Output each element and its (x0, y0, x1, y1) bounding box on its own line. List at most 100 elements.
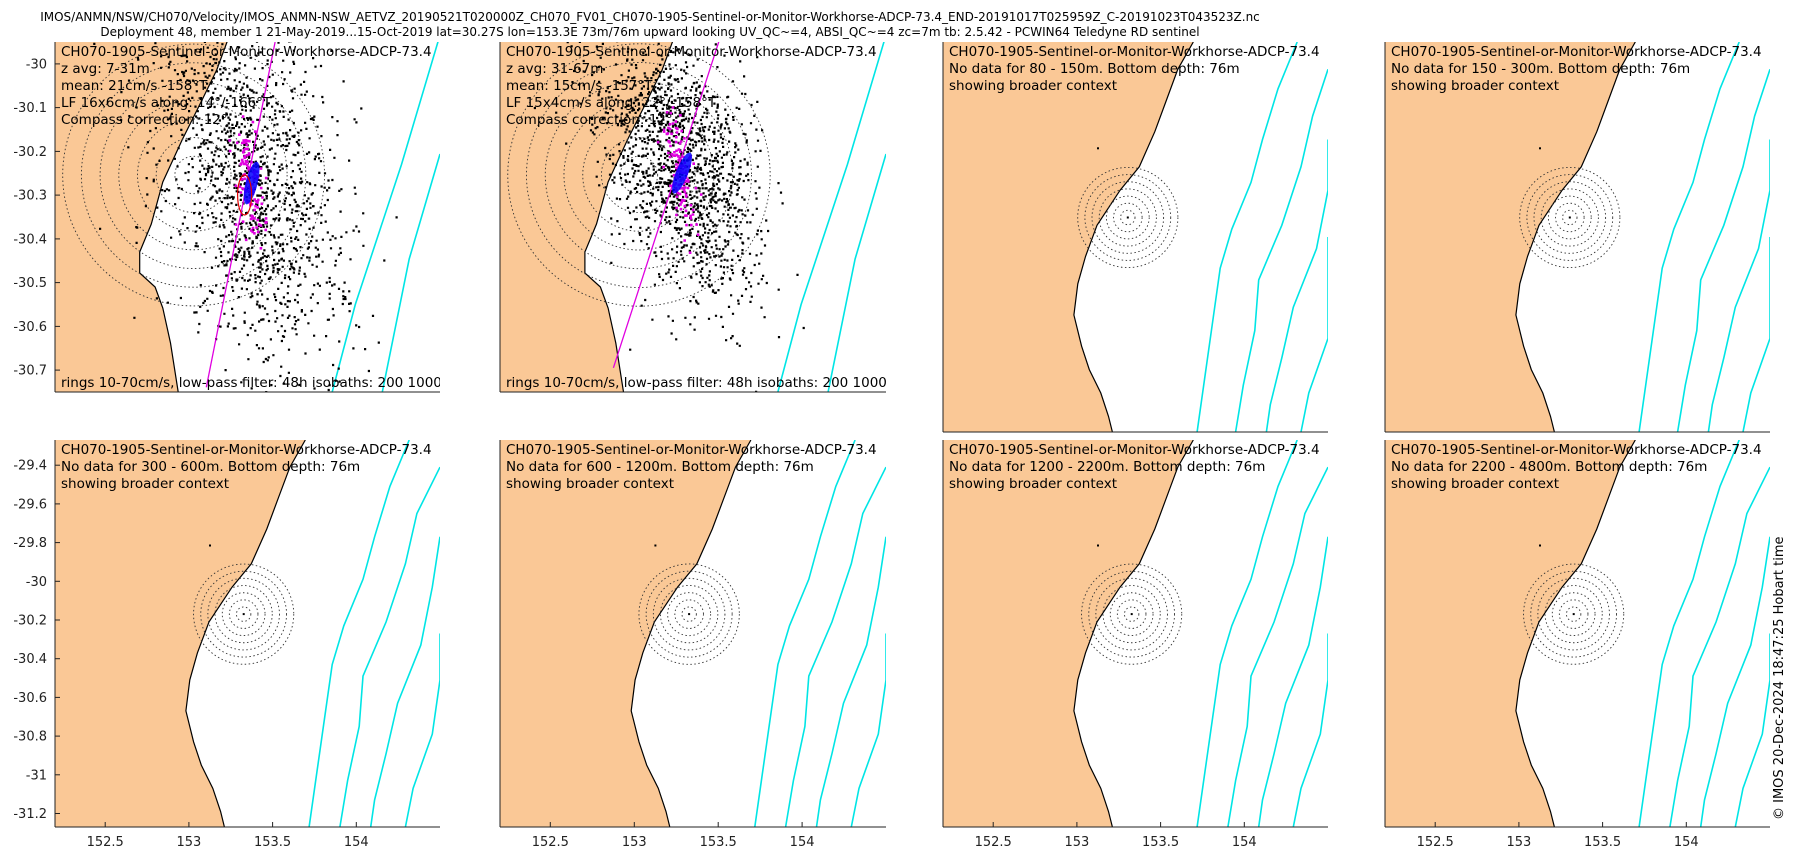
ring-2 (1113, 202, 1143, 233)
island-marker (1539, 544, 1541, 547)
lowpass-points (228, 115, 268, 250)
ring-3 (582, 118, 696, 232)
panel-4: CH070-1905-Sentinel-or-Monitor-Workhorse… (1384, 42, 1770, 433)
land-area (55, 440, 306, 827)
ring-7 (62, 43, 325, 307)
isobath-line-4 (1734, 633, 1770, 827)
ring-1 (1562, 209, 1578, 226)
panel-text-line-2: No data for 300 - 600m. Bottom depth: 76… (61, 459, 360, 475)
coastline (185, 440, 306, 827)
panel-text-line-5: Compass correction: 12° (61, 112, 228, 128)
panel-3: CH070-1905-Sentinel-or-Monitor-Workhorse… (942, 42, 1328, 433)
panel-text-line-3: showing broader context (506, 476, 674, 492)
coastline (1073, 440, 1194, 827)
coastline (1515, 42, 1636, 432)
y-tick-label: -30 (26, 575, 47, 590)
panel-1: CH070-1905-Sentinel-or-Monitor-Workhorse… (13, 42, 440, 393)
land-area (55, 42, 228, 392)
ring-1 (174, 155, 213, 195)
coastline (584, 42, 674, 392)
x-tick-label: 153 (622, 835, 647, 850)
panel-text-line-1: CH070-1905-Sentinel-or-Monitor-Workhorse… (1391, 44, 1762, 60)
ring-1 (1124, 606, 1140, 622)
ring-2 (1558, 599, 1589, 629)
coastline (1073, 42, 1194, 432)
ring-3 (667, 592, 712, 637)
x-tick-label: 154 (790, 835, 815, 850)
isobath-line-1 (331, 42, 439, 392)
panel-text-line-4: LF 16x6cm/s along: 14°/-166°T (61, 95, 272, 111)
y-tick-label: -31.2 (13, 807, 47, 822)
land-area (500, 440, 751, 827)
isobath-line-3 (369, 536, 440, 827)
ring-1 (619, 155, 659, 195)
isobath-line-2 (1227, 466, 1328, 827)
isobath-line-2 (339, 466, 440, 827)
y-tick-label: -30.3 (13, 189, 47, 204)
y-tick-label: -30.2 (13, 145, 47, 160)
ring-3 (1547, 195, 1592, 240)
coastline (139, 42, 228, 392)
panel-text-line-3: showing broader context (61, 476, 229, 492)
panel-text-line-2: z avg: 31-67m (506, 61, 603, 77)
ring-7 (193, 563, 295, 665)
ring-6 (1084, 174, 1172, 261)
panel-5: CH070-1905-Sentinel-or-Monitor-Workhorse… (13, 440, 440, 850)
ring-5 (652, 577, 726, 651)
x-tick-label: 154 (1674, 835, 1699, 850)
isobath-line-2 (784, 466, 886, 827)
panel-text-line-1: CH070-1905-Sentinel-or-Monitor-Workhorse… (949, 44, 1320, 60)
isobath-line-2 (827, 153, 886, 392)
x-tick-label: 153.5 (700, 835, 737, 850)
y-tick-label: -30.6 (13, 691, 47, 706)
panel-text-line-5: Compass correction: 12° (506, 112, 673, 128)
x-tick-label: 154 (1232, 835, 1257, 850)
figure-header-filename: IMOS/ANMN/NSW/CH070/Velocity/IMOS_ANMN-N… (40, 10, 1260, 24)
x-tick-label: 153.5 (254, 835, 291, 850)
ring-4 (1544, 585, 1603, 644)
ring-5 (1537, 577, 1610, 651)
isobath-line-4 (850, 633, 886, 827)
ring-6 (1526, 174, 1614, 261)
ring-3 (1105, 195, 1150, 240)
ring-6 (200, 570, 288, 658)
y-tick-label: -31 (26, 768, 47, 783)
ring-4 (214, 585, 273, 644)
isobath-line-1 (1196, 440, 1298, 827)
ring-5 (99, 81, 288, 269)
x-tick-label: 152.5 (87, 835, 124, 850)
panel-text-line-1: CH070-1905-Sentinel-or-Monitor-Workhorse… (506, 44, 877, 60)
ring-7 (638, 563, 740, 665)
ring-7 (507, 43, 771, 307)
x-tick-label: 153.5 (1584, 835, 1621, 850)
velocity-scatter (93, 42, 398, 392)
panel-7: CH070-1905-Sentinel-or-Monitor-Workhorse… (942, 440, 1328, 850)
isobath-line-2 (1669, 466, 1770, 827)
ring-4 (1540, 188, 1599, 247)
panel-text-line-2: No data for 1200 - 2200m. Bottom depth: … (949, 459, 1265, 475)
ring-5 (544, 80, 734, 270)
panel-text-line-3: showing broader context (1391, 78, 1559, 94)
isobath-line-1 (1196, 42, 1298, 432)
panel-text-line-4: LF 15x4cm/s along: 22°/-158°T (506, 95, 717, 111)
ring-1 (1120, 209, 1136, 226)
land-area (500, 42, 673, 392)
y-tick-label: -29.8 (13, 536, 47, 551)
ring-5 (1533, 181, 1607, 254)
credit-text: © IMOS 20-Dec-2024 18:47:25 Hobart time (1772, 536, 1787, 820)
x-tick-label: 153 (1506, 835, 1531, 850)
panel-text-line-3: mean: 15cm/s -157°T (506, 78, 653, 94)
ring-7 (1519, 166, 1621, 269)
ring-6 (80, 62, 307, 288)
ring-5 (207, 577, 280, 651)
y-tick-label: -30.8 (13, 730, 47, 745)
x-tick-label: 153.5 (1142, 835, 1179, 850)
mooring-marker (1572, 613, 1575, 616)
isobath-line-1 (754, 440, 856, 827)
y-tick-label: -30.2 (13, 614, 47, 629)
mooring-marker (242, 613, 245, 616)
mean-velocity-marker (672, 152, 692, 194)
isobath-line-3 (1699, 536, 1770, 827)
panel-text-line-2: No data for 600 - 1200m. Bottom depth: 7… (506, 459, 814, 475)
